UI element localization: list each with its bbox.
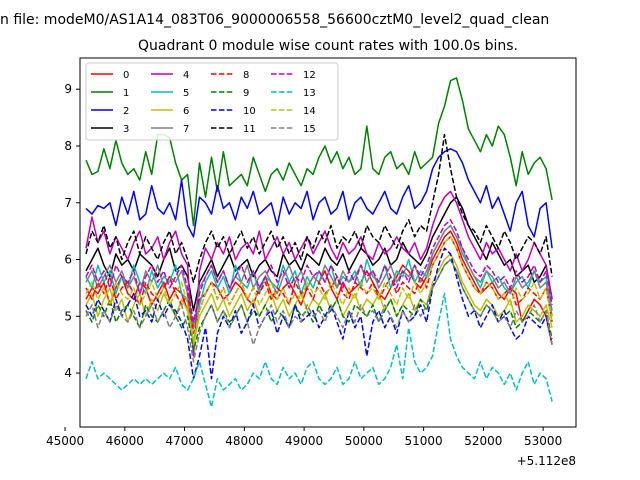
legend-label-10: 10: [243, 106, 256, 117]
x-tick-label: 50000: [345, 434, 383, 448]
legend-label-2: 2: [123, 106, 129, 117]
y-tick-label: 8: [64, 139, 72, 153]
x-tick-label: 45000: [46, 434, 84, 448]
x-tick-label: 51000: [405, 434, 443, 448]
series-line-2: [85, 148, 553, 249]
legend-label-15: 15: [303, 124, 316, 135]
legend-label-8: 8: [243, 70, 249, 81]
legend-label-3: 3: [123, 124, 129, 135]
legend-label-5: 5: [183, 88, 189, 99]
x-tick-label: 49000: [285, 434, 323, 448]
y-tick-label: 7: [64, 196, 72, 210]
legend-box: [85, 62, 339, 141]
figure-suptitle: n file: modeM0/AS1A14_083T06_9000006558_…: [0, 12, 549, 28]
chart-title: Quadrant 0 module wise count rates with …: [138, 38, 518, 54]
x-tick-label: 52000: [464, 434, 502, 448]
legend-label-13: 13: [303, 88, 316, 99]
legend-label-1: 1: [123, 88, 129, 99]
x-tick-label: 47000: [165, 434, 203, 448]
y-tick-label: 6: [64, 253, 72, 267]
plot-frame: [79, 57, 577, 428]
series-line-11: [85, 133, 553, 283]
x-tick-label: 48000: [225, 434, 263, 448]
legend-label-4: 4: [183, 70, 189, 81]
series-line-14: [85, 236, 553, 340]
x-tick-label: 46000: [106, 434, 144, 448]
series-line-4: [85, 190, 553, 357]
series-line-13: [85, 292, 553, 408]
series-line-12: [85, 219, 553, 323]
y-tick-label: 4: [64, 366, 72, 380]
legend-label-14: 14: [303, 106, 316, 117]
x-tick-label: 53000: [524, 434, 562, 448]
series-line-6: [85, 253, 553, 346]
legend-label-6: 6: [183, 106, 189, 117]
legend-label-0: 0: [123, 70, 129, 81]
series-layer: [85, 77, 553, 408]
legend-label-7: 7: [183, 124, 189, 135]
series-line-15: [85, 258, 553, 363]
y-tick-label: 9: [64, 82, 72, 96]
y-tick-label: 5: [64, 309, 72, 323]
legend-label-11: 11: [243, 124, 256, 135]
legend-label-9: 9: [243, 88, 249, 99]
y-axis: 4 5 6 7 8 9: [64, 82, 80, 380]
legend-label-12: 12: [303, 70, 316, 81]
x-offset-label: +5.112e8: [517, 454, 576, 468]
x-axis: 45000 46000 47000 48000 49000 50000 51000 52000…: [46, 427, 562, 448]
